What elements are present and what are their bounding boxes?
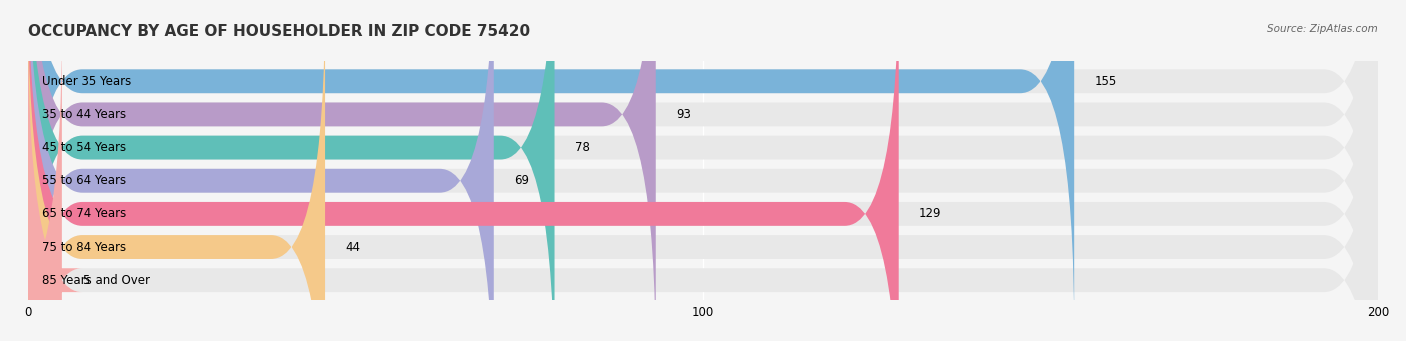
FancyBboxPatch shape (28, 0, 1074, 335)
Text: 129: 129 (920, 207, 942, 220)
Text: 155: 155 (1094, 75, 1116, 88)
Text: 75 to 84 Years: 75 to 84 Years (42, 240, 125, 254)
FancyBboxPatch shape (28, 0, 554, 341)
Text: 44: 44 (346, 240, 360, 254)
FancyBboxPatch shape (28, 0, 494, 341)
Text: Source: ZipAtlas.com: Source: ZipAtlas.com (1267, 24, 1378, 34)
FancyBboxPatch shape (28, 0, 1378, 341)
Text: 55 to 64 Years: 55 to 64 Years (42, 174, 125, 187)
FancyBboxPatch shape (28, 0, 898, 341)
FancyBboxPatch shape (28, 0, 655, 341)
FancyBboxPatch shape (28, 0, 1378, 341)
Text: 93: 93 (676, 108, 690, 121)
FancyBboxPatch shape (28, 0, 325, 341)
Text: OCCUPANCY BY AGE OF HOUSEHOLDER IN ZIP CODE 75420: OCCUPANCY BY AGE OF HOUSEHOLDER IN ZIP C… (28, 24, 530, 39)
FancyBboxPatch shape (28, 0, 1378, 341)
FancyBboxPatch shape (28, 0, 1378, 341)
Text: Under 35 Years: Under 35 Years (42, 75, 131, 88)
Text: 35 to 44 Years: 35 to 44 Years (42, 108, 125, 121)
FancyBboxPatch shape (8, 27, 82, 341)
Text: 5: 5 (82, 274, 90, 287)
FancyBboxPatch shape (28, 0, 1378, 341)
Text: 45 to 54 Years: 45 to 54 Years (42, 141, 125, 154)
FancyBboxPatch shape (28, 27, 1378, 341)
Text: 65 to 74 Years: 65 to 74 Years (42, 207, 127, 220)
Text: 85 Years and Over: 85 Years and Over (42, 274, 149, 287)
FancyBboxPatch shape (28, 0, 1378, 335)
Text: 78: 78 (575, 141, 589, 154)
Text: 69: 69 (515, 174, 529, 187)
